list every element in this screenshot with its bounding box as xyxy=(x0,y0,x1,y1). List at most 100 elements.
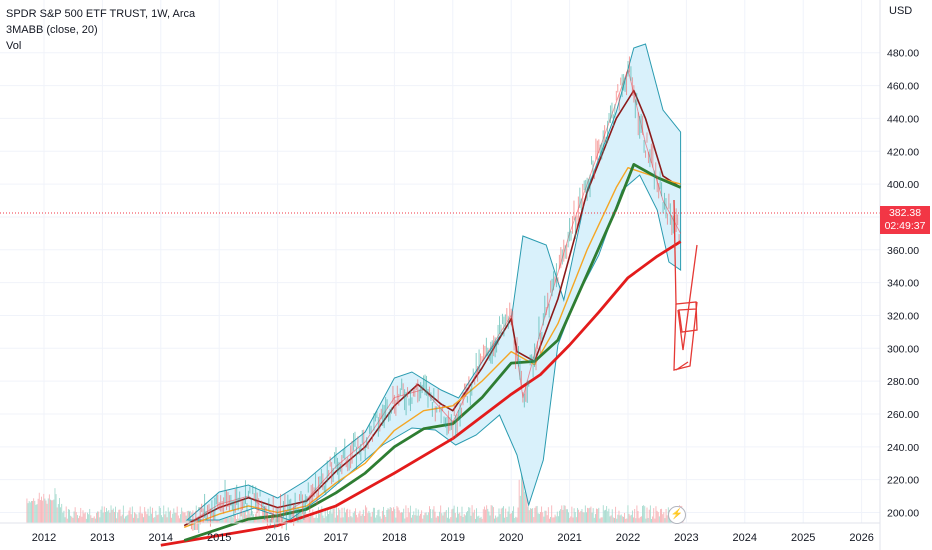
volume-bar xyxy=(120,516,122,523)
volume-bar xyxy=(322,515,324,523)
x-tick-label: 2026 xyxy=(849,532,873,544)
bar-countdown: 02:49:37 xyxy=(884,220,926,232)
volume-bar xyxy=(235,513,236,523)
volume-bar xyxy=(602,505,604,523)
indicator-label[interactable]: 3MABB (close, 20) xyxy=(6,24,98,36)
volume-bar xyxy=(531,508,532,523)
volume-bar xyxy=(362,509,364,523)
volume-bar xyxy=(553,517,555,523)
volume-bar xyxy=(177,515,179,523)
volume-bar xyxy=(57,504,59,523)
volume-bar xyxy=(569,517,571,523)
volume-bar xyxy=(351,517,353,523)
volume-bar xyxy=(550,516,552,523)
volume-label[interactable]: Vol xyxy=(6,40,22,52)
volume-bar xyxy=(548,518,550,523)
volume-bar xyxy=(302,518,304,523)
volume-bar xyxy=(443,512,445,523)
volume-bar xyxy=(500,508,502,523)
volume-bar xyxy=(651,518,652,523)
volume-bar xyxy=(233,508,235,523)
volume-bar xyxy=(73,511,75,523)
volume-bar xyxy=(405,505,407,523)
volume-bar xyxy=(103,506,105,523)
volume-bar xyxy=(184,512,186,523)
volume-bar xyxy=(29,502,31,523)
volume-bar xyxy=(616,518,618,523)
volume-bar xyxy=(67,509,69,523)
volume-bar xyxy=(627,505,629,523)
volume-bar xyxy=(173,508,175,523)
volume-bar xyxy=(580,510,582,523)
volume-bar xyxy=(390,507,392,523)
volume-bar xyxy=(101,506,103,523)
volume-bar xyxy=(323,518,325,523)
volume-bar xyxy=(571,506,573,523)
x-tick-label: 2021 xyxy=(557,532,581,544)
volume-bar xyxy=(141,513,143,523)
volume-bar xyxy=(653,508,655,523)
volume-bar xyxy=(88,514,90,523)
volume-bar xyxy=(109,512,111,523)
volume-bar xyxy=(649,505,651,523)
volume-bar xyxy=(41,496,42,523)
volume-bar xyxy=(332,508,334,523)
currency-label[interactable]: USD xyxy=(889,5,913,17)
volume-bar xyxy=(92,517,94,523)
volume-bar xyxy=(566,509,568,523)
volume-bar xyxy=(227,512,229,523)
volume-bar xyxy=(510,513,512,523)
volume-bar xyxy=(46,503,48,523)
volume-bar xyxy=(146,514,148,523)
volume-bar xyxy=(367,513,369,523)
volume-bar xyxy=(347,508,349,523)
volume-bar xyxy=(363,515,365,523)
volume-bar xyxy=(176,506,178,523)
volume-bar xyxy=(476,508,478,523)
volume-bar xyxy=(488,511,490,523)
volume-bar xyxy=(478,515,480,523)
volume-bar xyxy=(598,507,600,523)
volume-bar xyxy=(588,508,590,523)
volume-bar xyxy=(594,514,596,523)
symbol-title[interactable]: SPDR S&P 500 ETF TRUST, 1W, Arca xyxy=(6,8,196,20)
volume-bar xyxy=(498,508,500,523)
volume-bar xyxy=(540,511,541,523)
volume-bar xyxy=(319,513,321,523)
volume-bar xyxy=(496,517,498,523)
volume-bar xyxy=(72,517,74,523)
volume-bar xyxy=(596,508,597,523)
volume-bar xyxy=(541,506,543,523)
ma-mid-line xyxy=(183,89,682,527)
volume-bar xyxy=(82,510,84,523)
volume-bar xyxy=(489,515,491,523)
volume-bar xyxy=(420,513,421,523)
x-tick-label: 2018 xyxy=(382,532,406,544)
volume-bar xyxy=(118,509,120,523)
volume-bar xyxy=(513,506,515,523)
volume-bar xyxy=(375,517,377,523)
volume-bar xyxy=(251,510,253,523)
volume-bar xyxy=(544,510,546,523)
volume-bar xyxy=(341,507,343,523)
volume-bar xyxy=(389,507,391,523)
lightning-icon[interactable]: ⚡ xyxy=(668,506,686,524)
volume-bar xyxy=(166,517,168,523)
volume-bar xyxy=(155,510,157,523)
volume-bar xyxy=(239,512,241,523)
x-tick-label: 2017 xyxy=(324,532,348,544)
volume-bar xyxy=(406,517,408,523)
x-tick-label: 2020 xyxy=(499,532,523,544)
volume-bar xyxy=(533,517,535,523)
volume-bar xyxy=(617,514,619,523)
volume-bar xyxy=(487,508,489,523)
volume-bar xyxy=(609,516,611,523)
volume-bar xyxy=(61,503,63,523)
volume-bar xyxy=(84,512,86,523)
volume-bar xyxy=(292,514,294,523)
price-axis: 200.00 220.00 240.00 260.00 280.00 300.00 320.… xyxy=(887,48,919,520)
volume-bar xyxy=(633,517,634,523)
volume-bar xyxy=(331,513,333,523)
volume-bar xyxy=(608,508,610,523)
